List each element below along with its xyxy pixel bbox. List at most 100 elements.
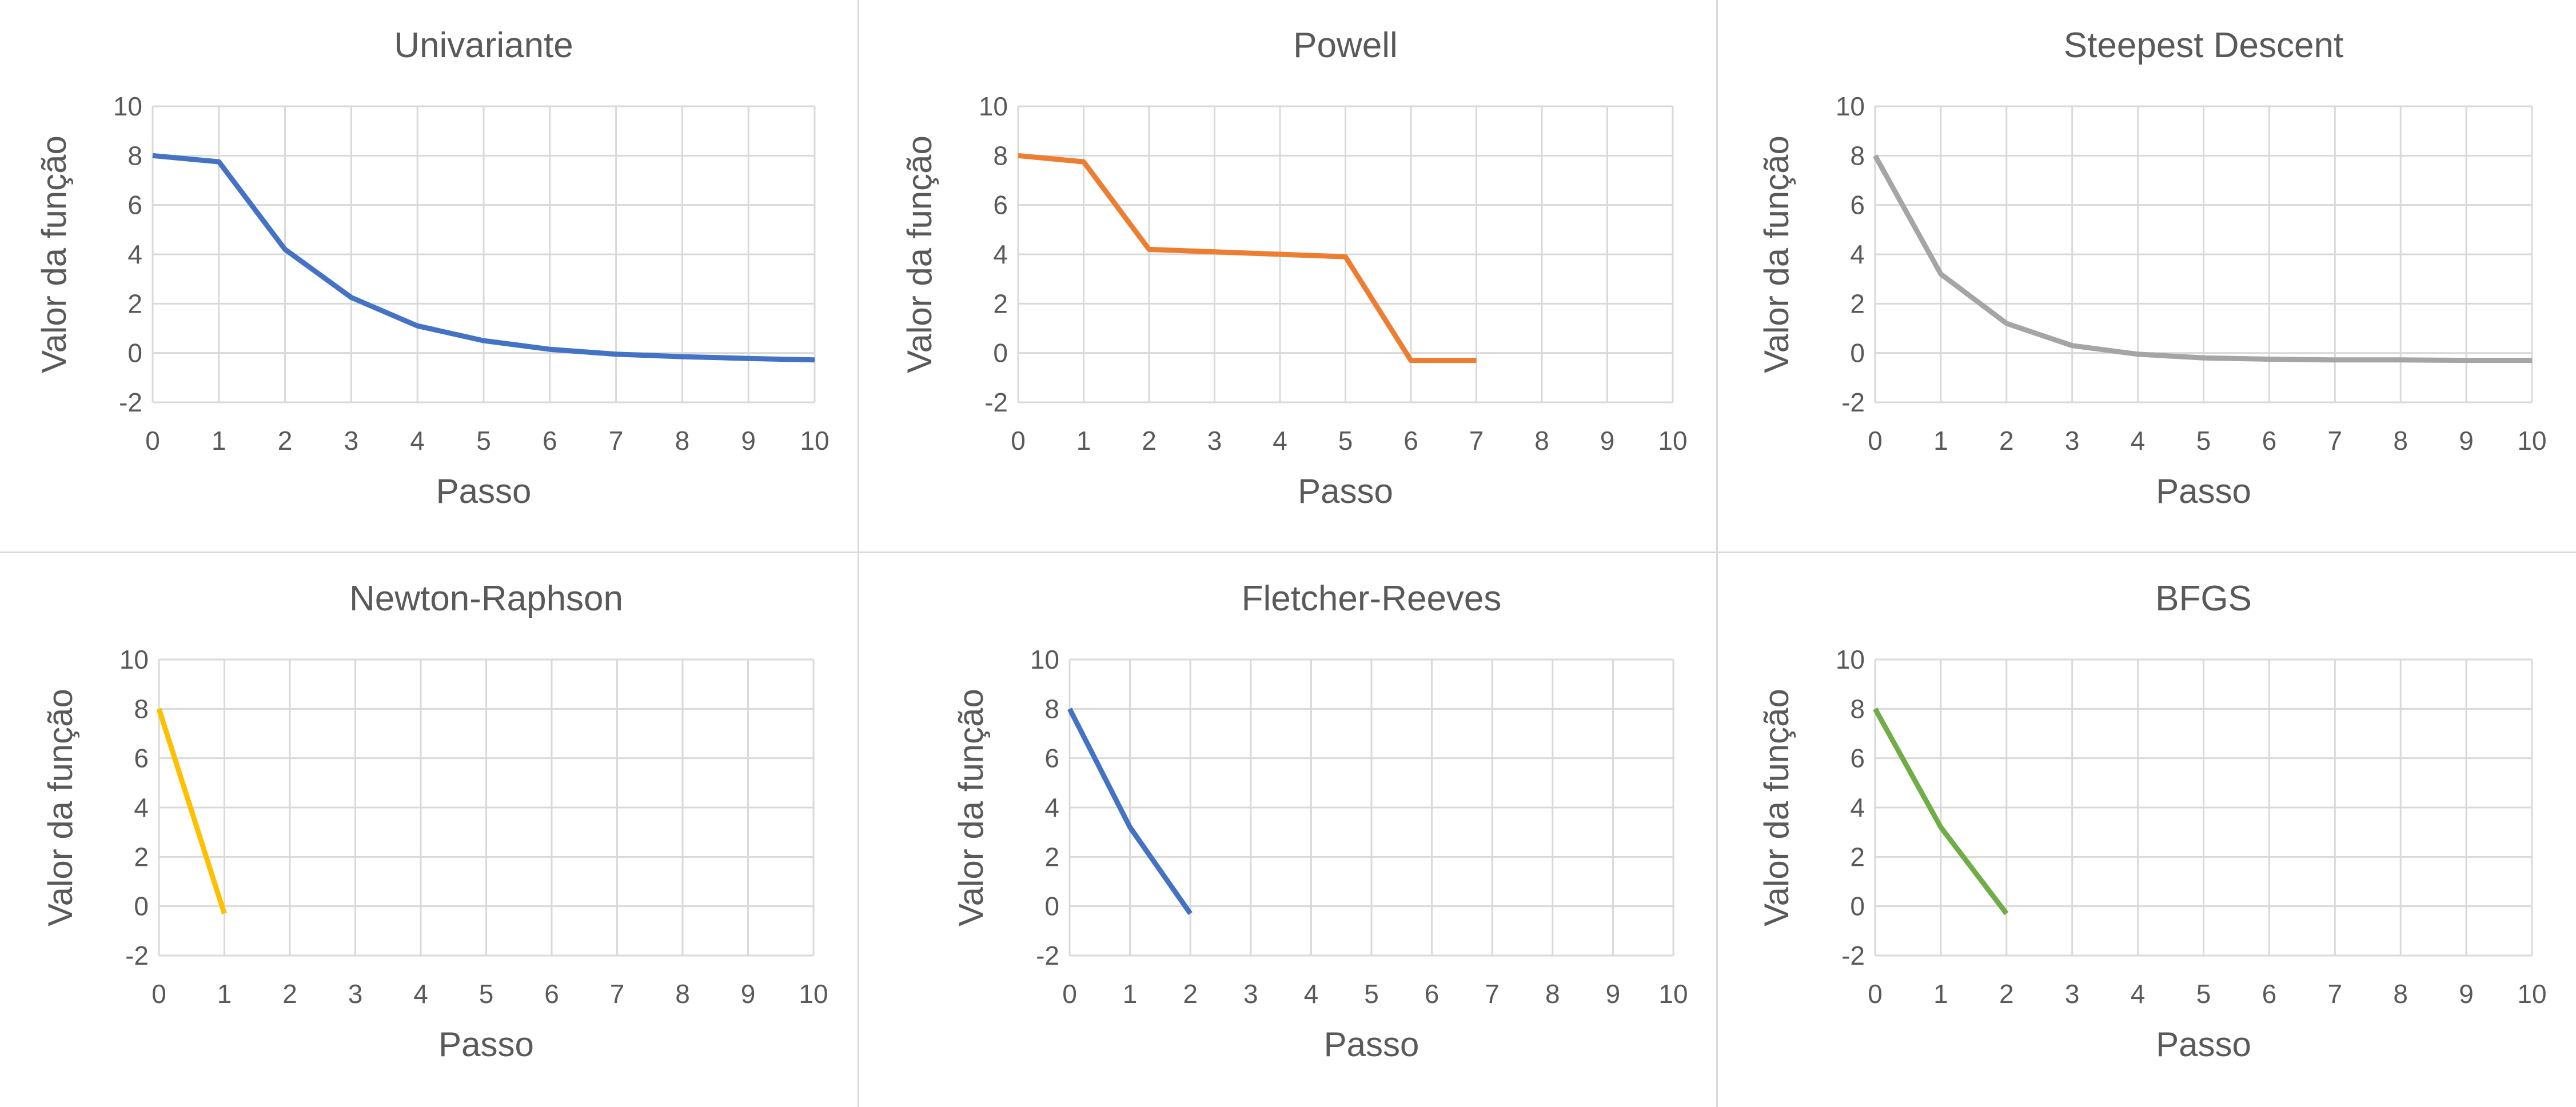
x-tick-label: 5 [2196,426,2211,455]
x-tick-label: 4 [410,426,425,455]
x-axis-label: Passo [436,472,532,510]
x-tick-label: 5 [479,979,494,1009]
y-tick-label: 4 [134,793,149,822]
y-axis-label: Valor da função [952,689,990,926]
x-tick-label: 10 [1658,979,1688,1009]
y-tick-label: 4 [1850,793,1865,822]
x-tick-label: 2 [1999,979,2014,1009]
x-tick-label: 7 [2328,426,2343,455]
y-tick-label: 0 [134,892,149,921]
chart-title: Newton-Raphson [349,579,623,618]
x-tick-label: 5 [476,426,491,455]
y-tick-label: 2 [993,289,1008,318]
y-tick-label: 2 [134,842,149,872]
x-tick-label: 3 [348,979,363,1009]
x-tick-label: 2 [1142,426,1157,455]
x-axis-label: Passo [2156,1025,2251,1064]
x-tick-label: 9 [741,426,756,455]
y-tick-label: 8 [993,141,1008,170]
y-tick-label: 0 [1044,892,1059,921]
x-tick-label: 8 [2393,979,2408,1009]
x-tick-label: 0 [145,426,160,455]
x-axis-label: Passo [438,1025,534,1064]
y-tick-label: 0 [1850,338,1865,368]
x-tick-label: 3 [2065,426,2080,455]
chart-title: Steepest Descent [2064,26,2343,65]
x-axis-label: Passo [1298,472,1393,510]
x-tick-label: 4 [1304,979,1319,1009]
y-tick-label: 8 [1850,141,1865,170]
x-axis-label: Passo [1324,1025,1419,1064]
chart-panel-bfgs: BFGS -2 0 2 4 6 8 10 0 1 2 3 4 5 6 7 8 9 10 Passo Valor da f… [1718,553,2576,1107]
series-line-powell [1018,153,1477,363]
x-tick-label: 1 [217,979,232,1009]
x-tick-label: 3 [1207,426,1222,455]
x-tick-label: 9 [1606,979,1621,1009]
x-tick-label: 7 [609,426,624,455]
chart-title: Univariante [394,26,573,65]
series-line-bfgs [1873,708,2009,916]
y-tick-label: 2 [1850,842,1865,872]
chart-title: Fletcher-Reeves [1242,579,1502,618]
chart-title: BFGS [2155,579,2252,618]
y-axis-label: Valor da função [41,689,79,926]
y-tick-label: 2 [127,289,142,318]
series-line-steepest-descent [1873,154,2532,363]
x-tick-label: 10 [800,426,829,455]
chart-panel-univariante: Univariante -2 0 2 4 6 8 10 0 1 2 3 4 5 6 7 8 9 10 Passo Val… [0,0,859,553]
x-tick-label: 8 [675,426,690,455]
y-tick-label: 8 [1850,694,1865,724]
y-tick-label: -2 [1036,941,1059,970]
y-tick-label: 0 [993,338,1008,368]
x-tick-label: 10 [2517,426,2546,455]
x-tick-label: 1 [1933,426,1948,455]
x-tick-label: 7 [2328,979,2343,1009]
gridlines [1874,658,2533,957]
x-tick-label: 1 [1076,426,1091,455]
x-tick-label: 1 [1123,979,1138,1009]
x-tick-label: 6 [2262,979,2277,1009]
x-tick-label: 8 [675,979,690,1009]
x-tick-label: 3 [344,426,359,455]
y-tick-label: 6 [134,744,149,773]
y-tick-label: -2 [119,387,142,417]
x-tick-label: 10 [799,979,828,1009]
y-axis-label: Valor da função [1757,135,1796,373]
x-tick-label: 10 [2517,979,2546,1009]
y-tick-label: 10 [119,645,149,674]
x-tick-label: 2 [1999,426,2014,455]
y-tick-label: 4 [1850,239,1865,269]
x-tick-label: 2 [1183,979,1198,1009]
chart-title: Powell [1293,26,1398,65]
x-axis-label: Passo [2156,472,2251,510]
x-tick-label: 3 [2065,979,2080,1009]
y-tick-label: 6 [127,190,142,220]
x-tick-label: 4 [1273,426,1287,455]
gridlines [1874,105,2533,403]
y-axis-label: Valor da função [1757,689,1796,926]
y-tick-label: 10 [979,91,1008,121]
series-line-fletcher-reeves [1067,708,1193,916]
x-tick-label: 6 [2262,426,2277,455]
x-tick-label: 9 [1600,426,1615,455]
chart-panel-newton-raphson: Newton-Raphson -2 0 2 4 6 8 10 0 1 2 3 4 5 6 7 8 9 10 Passo… [0,553,859,1107]
gridlines [151,105,816,403]
x-tick-label: 7 [1469,426,1484,455]
y-tick-label: 0 [1850,892,1865,921]
x-tick-label: 2 [278,426,293,455]
y-tick-label: -2 [984,387,1008,417]
x-tick-label: 4 [413,979,428,1009]
x-tick-label: 9 [2459,979,2474,1009]
x-tick-label: 9 [741,979,756,1009]
y-tick-label: 6 [993,190,1008,220]
gridlines [1068,658,1674,957]
x-tick-label: 0 [1868,426,1883,455]
x-tick-label: 8 [1534,426,1549,455]
x-tick-label: 2 [282,979,297,1009]
x-tick-label: 3 [1243,979,1258,1009]
y-tick-label: 6 [1850,744,1865,773]
